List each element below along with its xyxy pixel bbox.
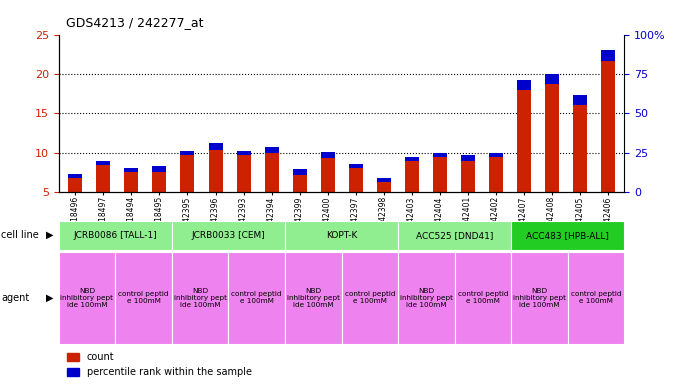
Bar xyxy=(573,95,586,192)
Text: NBD
inhibitory pept
ide 100mM: NBD inhibitory pept ide 100mM xyxy=(287,288,339,308)
Text: NBD
inhibitory pept
ide 100mM: NBD inhibitory pept ide 100mM xyxy=(513,288,566,308)
Bar xyxy=(181,151,195,155)
Text: control peptid
e 100mM: control peptid e 100mM xyxy=(571,291,622,304)
Bar xyxy=(348,164,362,167)
Bar xyxy=(455,252,511,344)
Bar xyxy=(68,174,83,192)
Bar xyxy=(600,50,615,192)
Bar xyxy=(404,157,419,161)
Bar xyxy=(398,221,511,250)
Bar xyxy=(68,174,83,178)
Bar xyxy=(237,151,250,192)
Text: ACC525 [DND41]: ACC525 [DND41] xyxy=(416,231,493,240)
Bar xyxy=(433,153,446,192)
Text: control peptid
e 100mM: control peptid e 100mM xyxy=(231,291,282,304)
Legend: count, percentile rank within the sample: count, percentile rank within the sample xyxy=(63,349,256,381)
Bar xyxy=(377,178,391,192)
Bar xyxy=(237,151,250,155)
Bar xyxy=(285,252,342,344)
Bar xyxy=(124,167,139,172)
Bar xyxy=(489,153,502,157)
Text: GDS4213 / 242277_at: GDS4213 / 242277_at xyxy=(66,16,203,29)
Bar xyxy=(511,221,624,250)
Text: KOPT-K: KOPT-K xyxy=(326,231,357,240)
Bar xyxy=(208,143,222,150)
Text: ▶: ▶ xyxy=(46,293,53,303)
Text: JCRB0086 [TALL-1]: JCRB0086 [TALL-1] xyxy=(73,231,157,240)
Bar xyxy=(321,152,335,192)
Text: cell line: cell line xyxy=(1,230,39,240)
Bar xyxy=(172,221,285,250)
Bar xyxy=(152,166,166,192)
Text: control peptid
e 100mM: control peptid e 100mM xyxy=(118,291,169,304)
Bar xyxy=(573,95,586,104)
Bar xyxy=(377,178,391,182)
Bar xyxy=(517,80,531,192)
Bar xyxy=(293,169,306,175)
Bar xyxy=(568,252,624,344)
Bar xyxy=(115,252,172,344)
Bar xyxy=(97,161,110,192)
Bar xyxy=(433,153,446,157)
Bar xyxy=(544,74,559,192)
Bar xyxy=(181,151,195,192)
Text: control peptid
e 100mM: control peptid e 100mM xyxy=(344,291,395,304)
Text: control peptid
e 100mM: control peptid e 100mM xyxy=(457,291,509,304)
Bar xyxy=(172,252,228,344)
Bar xyxy=(59,252,115,344)
Text: agent: agent xyxy=(1,293,30,303)
Bar xyxy=(544,74,559,84)
Bar xyxy=(208,143,222,192)
Bar xyxy=(264,147,279,153)
Bar xyxy=(348,164,362,192)
Bar xyxy=(489,153,502,192)
Text: NBD
inhibitory pept
ide 100mM: NBD inhibitory pept ide 100mM xyxy=(61,288,113,308)
Bar xyxy=(461,155,475,192)
Bar xyxy=(321,152,335,158)
Bar xyxy=(285,221,398,250)
Bar xyxy=(264,147,279,192)
Text: NBD
inhibitory pept
ide 100mM: NBD inhibitory pept ide 100mM xyxy=(400,288,453,308)
Text: ▶: ▶ xyxy=(46,230,53,240)
Text: NBD
inhibitory pept
ide 100mM: NBD inhibitory pept ide 100mM xyxy=(174,288,226,308)
Bar xyxy=(398,252,455,344)
Bar xyxy=(293,169,306,192)
Bar xyxy=(342,252,398,344)
Bar xyxy=(511,252,568,344)
Bar xyxy=(461,155,475,161)
Bar xyxy=(517,80,531,90)
Text: ACC483 [HPB-ALL]: ACC483 [HPB-ALL] xyxy=(526,231,609,240)
Bar xyxy=(59,221,172,250)
Bar xyxy=(228,252,285,344)
Bar xyxy=(124,167,139,192)
Bar xyxy=(404,157,419,192)
Bar xyxy=(152,166,166,172)
Bar xyxy=(600,50,615,61)
Text: JCRB0033 [CEM]: JCRB0033 [CEM] xyxy=(192,231,265,240)
Bar xyxy=(97,161,110,165)
